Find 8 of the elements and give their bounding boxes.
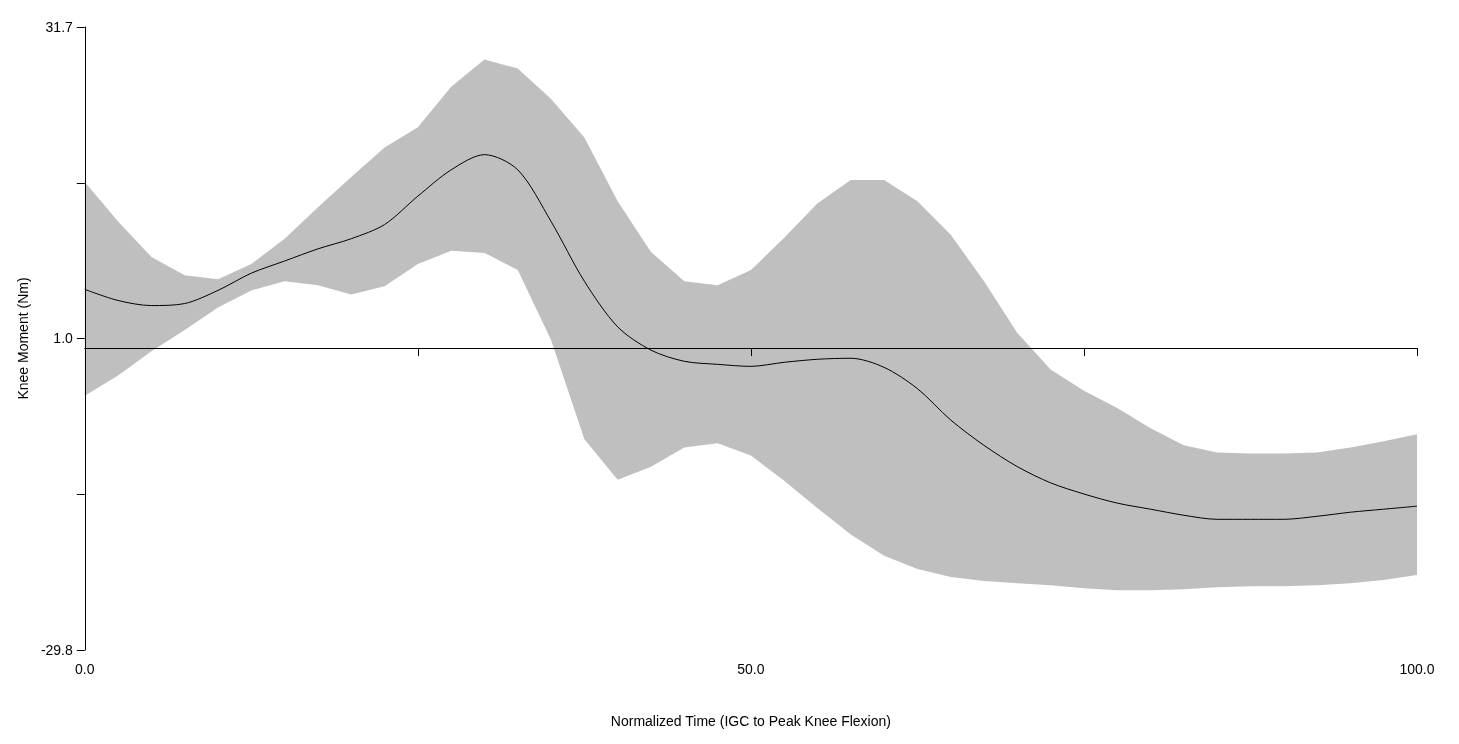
x-tick-label: 50.0 [737,661,765,677]
y-axis-title: Knee Moment (Nm) [15,277,31,400]
y-tick-label: -29.8 [40,642,74,658]
x-tick-label: 100.0 [1399,661,1435,677]
x-axis-title: Normalized Time (IGC to Peak Knee Flexion) [610,713,891,729]
x-tick-label: 0.0 [75,661,95,677]
y-tick-label: 31.7 [45,19,74,35]
y-tick-label: 1.0 [53,329,74,346]
